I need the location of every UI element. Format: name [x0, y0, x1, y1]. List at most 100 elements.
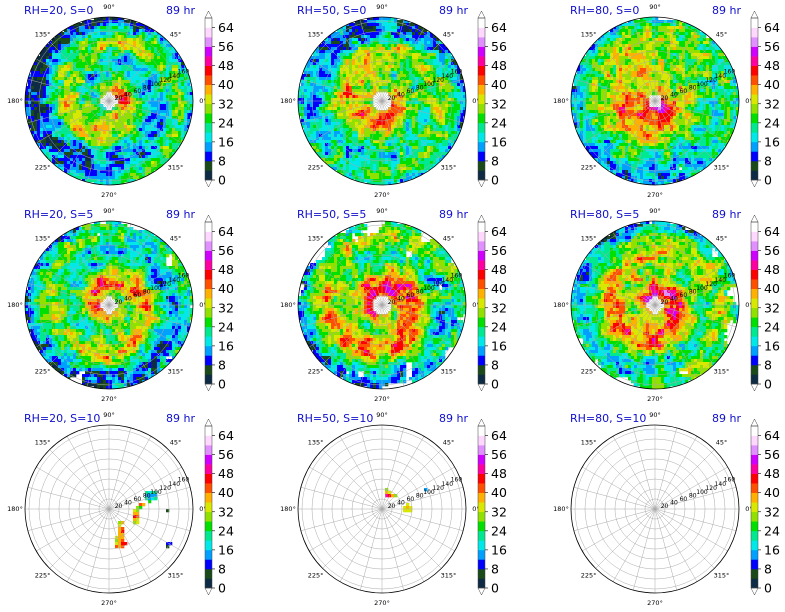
field-cell	[130, 53, 134, 57]
field-cell	[394, 104, 398, 108]
field-cell	[388, 59, 392, 63]
field-cell	[337, 167, 341, 171]
field-cell	[67, 107, 71, 111]
field-cell	[385, 122, 389, 126]
field-cell	[427, 56, 431, 60]
field-cell	[457, 68, 461, 72]
field-cell	[394, 53, 398, 57]
field-cell	[160, 89, 164, 93]
field-cell	[298, 86, 302, 90]
field-cell	[358, 179, 362, 183]
field-cell	[109, 38, 113, 42]
field-cell	[61, 149, 65, 153]
field-cell	[439, 116, 443, 120]
field-cell	[85, 101, 89, 105]
field-cell	[118, 53, 122, 57]
field-cell	[382, 155, 386, 159]
field-cell	[139, 29, 143, 33]
field-cell	[121, 173, 125, 177]
field-cell	[316, 110, 320, 114]
field-cell	[430, 77, 434, 81]
field-cell	[343, 50, 347, 54]
field-cell	[79, 98, 83, 102]
field-cell	[100, 170, 104, 174]
field-cell	[37, 95, 41, 99]
field-cell	[157, 35, 161, 39]
field-cell	[352, 146, 356, 150]
field-cell	[37, 92, 41, 96]
field-cell	[361, 86, 365, 90]
field-cell	[406, 149, 410, 153]
field-cell	[151, 164, 155, 168]
field-cell	[331, 41, 335, 45]
field-cell	[322, 104, 326, 108]
field-cell	[424, 116, 428, 120]
field-cell	[421, 125, 425, 129]
field-cell	[337, 170, 341, 174]
field-cell	[58, 89, 62, 93]
field-cell	[190, 89, 193, 93]
field-cell	[172, 65, 176, 69]
field-cell	[64, 137, 68, 141]
field-cell	[133, 137, 137, 141]
angular-grid-line	[108, 100, 191, 123]
field-cell	[409, 74, 413, 78]
field-cell	[391, 128, 395, 132]
field-cell	[445, 128, 449, 132]
field-cell	[352, 101, 356, 105]
field-cell	[190, 92, 193, 96]
field-cell	[52, 74, 56, 78]
field-cell	[433, 116, 437, 120]
field-cell	[55, 62, 59, 66]
field-cell	[361, 92, 365, 96]
field-cell	[370, 29, 374, 33]
field-cell	[448, 89, 452, 93]
field-cell	[349, 101, 353, 105]
field-cell	[52, 71, 56, 75]
field-cell	[100, 44, 104, 48]
field-cell	[112, 68, 116, 72]
field-cell	[313, 89, 317, 93]
field-cell	[73, 173, 77, 177]
field-cell	[115, 152, 119, 156]
field-cell	[364, 41, 368, 45]
field-cell	[145, 47, 149, 51]
field-cell	[136, 104, 140, 108]
field-cell	[364, 104, 368, 108]
field-cell	[346, 113, 350, 117]
field-cell	[169, 98, 173, 102]
field-cell	[415, 71, 419, 75]
field-cell	[25, 98, 29, 102]
field-cell	[415, 128, 419, 132]
field-cell	[175, 83, 179, 87]
field-cell	[85, 74, 89, 78]
field-cell	[91, 107, 95, 111]
field-cell	[73, 83, 77, 87]
field-cell	[175, 128, 179, 132]
field-cell	[307, 104, 311, 108]
field-cell	[310, 116, 314, 120]
field-cell	[349, 29, 353, 33]
field-cell	[109, 119, 113, 123]
field-cell	[139, 95, 143, 99]
field-cell	[163, 92, 167, 96]
field-cell	[391, 164, 395, 168]
field-cell	[340, 158, 344, 162]
field-cell	[118, 65, 122, 69]
field-cell	[115, 158, 119, 162]
field-cell	[157, 38, 161, 42]
field-cell	[373, 167, 377, 171]
field-cell	[55, 35, 59, 39]
field-cell	[448, 116, 452, 120]
field-cell	[64, 125, 68, 129]
field-cell	[103, 113, 107, 117]
field-cell	[130, 134, 134, 138]
field-cell	[373, 17, 377, 21]
field-cell	[175, 110, 179, 114]
field-cell	[382, 35, 386, 39]
field-cell	[169, 107, 173, 111]
field-cell	[124, 134, 128, 138]
field-cell	[97, 131, 101, 135]
field-cell	[373, 44, 377, 48]
field-cell	[412, 137, 416, 141]
